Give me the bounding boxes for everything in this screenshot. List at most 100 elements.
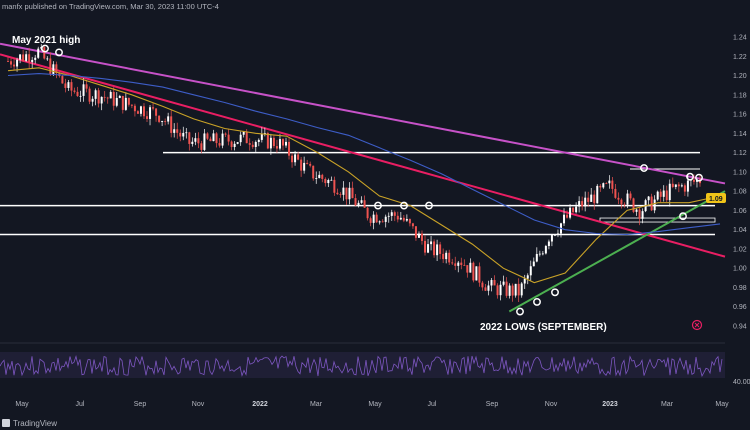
candle-body [278, 139, 281, 149]
touch-point-marker [55, 48, 63, 57]
candle-body [686, 180, 689, 192]
candle-body [617, 197, 620, 200]
candle-body [251, 144, 254, 147]
candle-body [544, 246, 547, 254]
candle-body [61, 76, 64, 84]
candle-body [88, 88, 91, 102]
candle-body [439, 244, 442, 254]
x-tick-label: Nov [545, 401, 558, 408]
candle-body [215, 133, 218, 144]
candle-body [275, 146, 278, 149]
candle-body [417, 233, 420, 238]
x-tick-label: Nov [192, 401, 205, 408]
x-tick-label: Jul [76, 401, 85, 408]
candle-body [466, 265, 469, 273]
candle-body [614, 188, 617, 198]
candle-body [206, 133, 209, 139]
candle-body [605, 183, 608, 184]
touch-point-marker [425, 201, 433, 210]
y-tick-label: 1.20 [733, 73, 747, 80]
candle-body [336, 192, 339, 195]
candle-body [327, 180, 330, 184]
candle-body [505, 281, 508, 296]
candle-body [191, 141, 194, 144]
candle-body [566, 214, 569, 218]
candle-body [668, 183, 671, 201]
candle-body [13, 64, 16, 67]
candle-body [309, 163, 312, 166]
candle-body [152, 107, 155, 109]
candle-body [427, 244, 430, 253]
candle-body [553, 234, 556, 236]
candle-body [430, 241, 433, 245]
candle-body [638, 209, 641, 219]
candle-body [493, 280, 496, 286]
x-tick-label: Sep [486, 401, 499, 408]
candle-body [176, 129, 179, 133]
candle-body [408, 219, 411, 224]
candle-body [345, 187, 348, 200]
candle-body [300, 159, 303, 171]
publish-header: manfx published on TradingView.com, Mar … [2, 2, 219, 11]
candle-body [227, 134, 230, 142]
candle-body [399, 217, 402, 220]
candle-body [312, 165, 315, 179]
candle-body [245, 131, 248, 144]
candle-body [158, 115, 161, 122]
candle-body [10, 61, 13, 65]
candle-body [596, 185, 599, 204]
candle-body [146, 116, 149, 119]
candle-body [451, 262, 454, 264]
candle-body [182, 132, 185, 137]
candle-body [330, 179, 333, 181]
annotation-may-2021-high: May 2021 high [12, 35, 80, 46]
candle-body [369, 218, 372, 223]
candle-body [333, 179, 336, 193]
candle-body [303, 162, 306, 171]
candle-body [424, 240, 427, 253]
y-tick-label: 1.00 [733, 266, 747, 273]
trendline-magenta [0, 42, 726, 185]
x-tick-label: May [368, 401, 382, 408]
current-price-badge: 1.09 [706, 193, 726, 203]
candle-body [248, 143, 251, 145]
candle-body [64, 83, 67, 88]
candle-body [221, 133, 224, 146]
candle-body [67, 82, 70, 88]
candle-body [511, 285, 514, 296]
candle-body [463, 264, 466, 266]
level-zone [599, 217, 716, 223]
candle-body [550, 234, 553, 242]
candle-body [118, 95, 121, 98]
candle-body [587, 197, 590, 202]
candle-body [179, 132, 182, 137]
y-tick-label: 1.24 [733, 35, 747, 42]
y-tick-label: 1.10 [733, 169, 747, 176]
candle-body [34, 57, 37, 60]
candle-body [291, 155, 294, 163]
candle-body [70, 82, 73, 91]
candle-body [281, 139, 284, 146]
x-tick-label: May [715, 401, 729, 408]
candle-body [339, 194, 342, 195]
candle-body [635, 209, 638, 212]
replay-icon[interactable] [691, 319, 703, 331]
candle-body [496, 285, 499, 296]
touch-point-marker [695, 173, 703, 182]
rsi-tick-label: 40.00 [733, 379, 750, 386]
moving-averages [7, 67, 721, 284]
candle-body [263, 133, 266, 134]
candle-body [351, 187, 354, 199]
touch-point-marker [400, 201, 408, 210]
candle-body [130, 104, 133, 106]
candle-body [538, 253, 541, 255]
candle-body [164, 120, 167, 122]
x-tick-label: Sep [134, 401, 147, 408]
candle-body [155, 108, 158, 116]
candle-body [581, 201, 584, 207]
candle-body [656, 191, 659, 200]
touch-point-marker [374, 201, 382, 210]
candle-body [402, 217, 405, 221]
candle-body [94, 90, 97, 99]
trendline-green [508, 190, 726, 313]
